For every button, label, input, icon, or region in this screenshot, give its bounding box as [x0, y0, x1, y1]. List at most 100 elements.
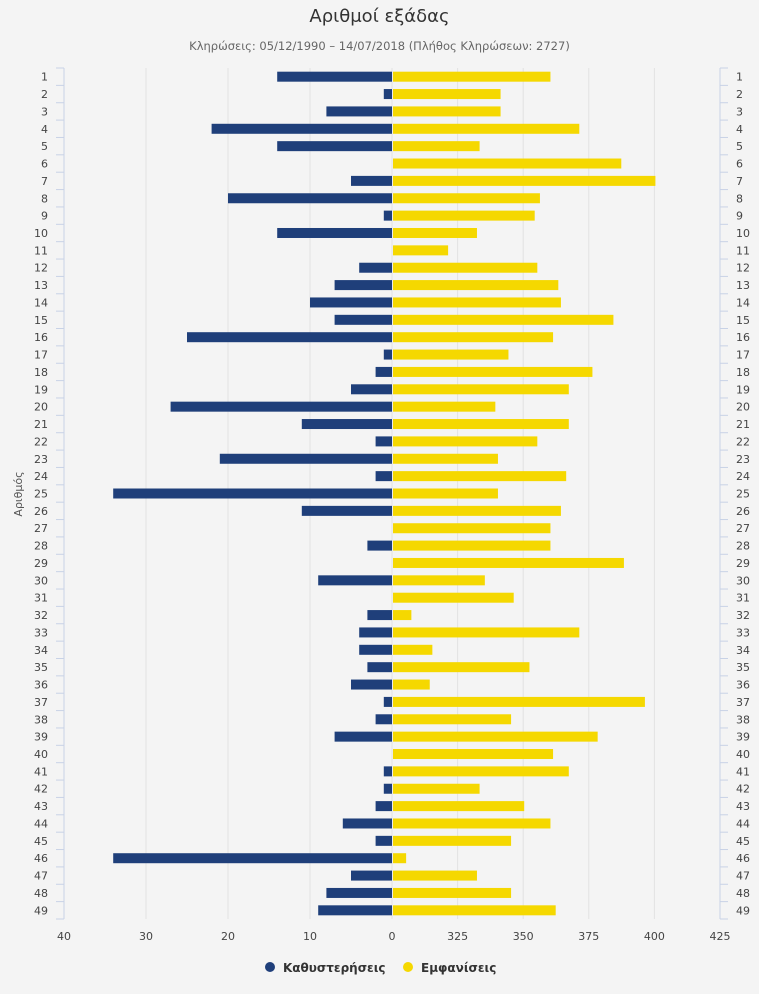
- bar-delay-10[interactable]: [277, 227, 392, 238]
- bar-appearance-12[interactable]: [393, 262, 538, 273]
- category-label-left: 42: [34, 783, 48, 796]
- bar-appearance-21[interactable]: [393, 419, 569, 430]
- bar-delay-3[interactable]: [326, 106, 392, 117]
- bar-delay-8[interactable]: [228, 193, 392, 204]
- bar-delay-2[interactable]: [383, 89, 392, 100]
- bar-appearance-6[interactable]: [393, 158, 622, 169]
- bar-appearance-4[interactable]: [393, 123, 580, 134]
- bar-delay-1[interactable]: [277, 71, 392, 82]
- bar-appearance-42[interactable]: [393, 783, 480, 794]
- bar-delay-7[interactable]: [351, 175, 392, 186]
- bar-delay-45[interactable]: [375, 835, 392, 846]
- bar-delay-30[interactable]: [318, 575, 392, 586]
- legend-label-delays[interactable]: Καθυστερήσεις: [283, 961, 386, 975]
- bar-delay-22[interactable]: [375, 436, 392, 447]
- bar-appearance-31[interactable]: [393, 592, 514, 603]
- bar-appearance-29[interactable]: [393, 557, 624, 568]
- bar-delay-5[interactable]: [277, 141, 392, 152]
- bar-delay-34[interactable]: [359, 644, 392, 655]
- bar-appearance-43[interactable]: [393, 801, 525, 812]
- bar-delay-13[interactable]: [334, 280, 392, 291]
- bar-appearance-30[interactable]: [393, 575, 485, 586]
- category-label-right: 41: [736, 765, 750, 778]
- bar-appearance-26[interactable]: [393, 505, 561, 516]
- bar-appearance-32[interactable]: [393, 610, 412, 621]
- bar-delay-21[interactable]: [301, 419, 392, 430]
- bar-delay-37[interactable]: [383, 696, 392, 707]
- bar-delay-18[interactable]: [375, 366, 392, 377]
- bar-appearance-15[interactable]: [393, 314, 614, 325]
- bar-appearance-20[interactable]: [393, 401, 496, 412]
- bar-appearance-41[interactable]: [393, 766, 569, 777]
- bar-delay-15[interactable]: [334, 314, 392, 325]
- bar-appearance-17[interactable]: [393, 349, 509, 360]
- bar-appearance-5[interactable]: [393, 141, 480, 152]
- bar-delay-9[interactable]: [383, 210, 392, 221]
- bar-delay-38[interactable]: [375, 714, 392, 725]
- legend-marker-appearances[interactable]: [403, 962, 413, 972]
- bar-appearance-47[interactable]: [393, 870, 477, 881]
- bar-appearance-40[interactable]: [393, 749, 554, 760]
- bar-delay-17[interactable]: [383, 349, 392, 360]
- bar-delay-12[interactable]: [359, 262, 392, 273]
- category-label-right: 24: [736, 470, 750, 483]
- bar-appearance-23[interactable]: [393, 453, 498, 464]
- bar-appearance-9[interactable]: [393, 210, 535, 221]
- legend-label-appearances[interactable]: Εμφανίσεις: [421, 961, 496, 975]
- bar-delay-23[interactable]: [219, 453, 392, 464]
- bar-appearance-1[interactable]: [393, 71, 551, 82]
- bar-appearance-13[interactable]: [393, 280, 559, 291]
- bar-appearance-36[interactable]: [393, 679, 430, 690]
- bar-delay-16[interactable]: [187, 332, 392, 343]
- bar-appearance-28[interactable]: [393, 540, 551, 551]
- bar-appearance-27[interactable]: [393, 523, 551, 534]
- bar-appearance-45[interactable]: [393, 835, 512, 846]
- bar-appearance-49[interactable]: [393, 905, 556, 916]
- bar-delay-47[interactable]: [351, 870, 392, 881]
- bar-delay-41[interactable]: [383, 766, 392, 777]
- bar-delay-48[interactable]: [326, 887, 392, 898]
- bar-appearance-34[interactable]: [393, 644, 433, 655]
- bar-appearance-22[interactable]: [393, 436, 538, 447]
- bar-appearance-7[interactable]: [393, 175, 656, 186]
- bar-appearance-35[interactable]: [393, 662, 530, 673]
- bar-appearance-18[interactable]: [393, 366, 593, 377]
- bar-appearance-24[interactable]: [393, 471, 567, 482]
- bar-appearance-14[interactable]: [393, 297, 561, 308]
- bar-delay-36[interactable]: [351, 679, 392, 690]
- bar-delay-32[interactable]: [367, 610, 392, 621]
- bar-appearance-46[interactable]: [393, 853, 407, 864]
- bar-appearance-44[interactable]: [393, 818, 551, 829]
- bar-delay-19[interactable]: [351, 384, 392, 395]
- bar-delay-49[interactable]: [318, 905, 392, 916]
- bar-appearance-37[interactable]: [393, 696, 645, 707]
- bar-delay-46[interactable]: [113, 853, 392, 864]
- bar-appearance-19[interactable]: [393, 384, 569, 395]
- bar-delay-33[interactable]: [359, 627, 392, 638]
- bar-appearance-48[interactable]: [393, 887, 512, 898]
- bar-delay-25[interactable]: [113, 488, 392, 499]
- bar-delay-42[interactable]: [383, 783, 392, 794]
- bar-appearance-38[interactable]: [393, 714, 512, 725]
- bar-appearance-16[interactable]: [393, 332, 554, 343]
- bar-delay-43[interactable]: [375, 801, 392, 812]
- bar-delay-14[interactable]: [310, 297, 392, 308]
- bar-appearance-3[interactable]: [393, 106, 501, 117]
- bar-appearance-11[interactable]: [393, 245, 449, 256]
- bar-appearance-2[interactable]: [393, 89, 501, 100]
- bar-delay-4[interactable]: [211, 123, 392, 134]
- bar-delay-39[interactable]: [334, 731, 392, 742]
- bar-delay-28[interactable]: [367, 540, 392, 551]
- bar-delay-35[interactable]: [367, 662, 392, 673]
- bar-appearance-39[interactable]: [393, 731, 598, 742]
- bar-appearance-25[interactable]: [393, 488, 498, 499]
- bar-delay-44[interactable]: [342, 818, 392, 829]
- legend-marker-delays[interactable]: [265, 962, 275, 972]
- bar-delay-20[interactable]: [170, 401, 392, 412]
- bar-delay-26[interactable]: [301, 505, 392, 516]
- bar-delay-24[interactable]: [375, 471, 392, 482]
- category-label-left: 10: [34, 227, 48, 240]
- bar-appearance-10[interactable]: [393, 227, 477, 238]
- bar-appearance-8[interactable]: [393, 193, 540, 204]
- bar-appearance-33[interactable]: [393, 627, 580, 638]
